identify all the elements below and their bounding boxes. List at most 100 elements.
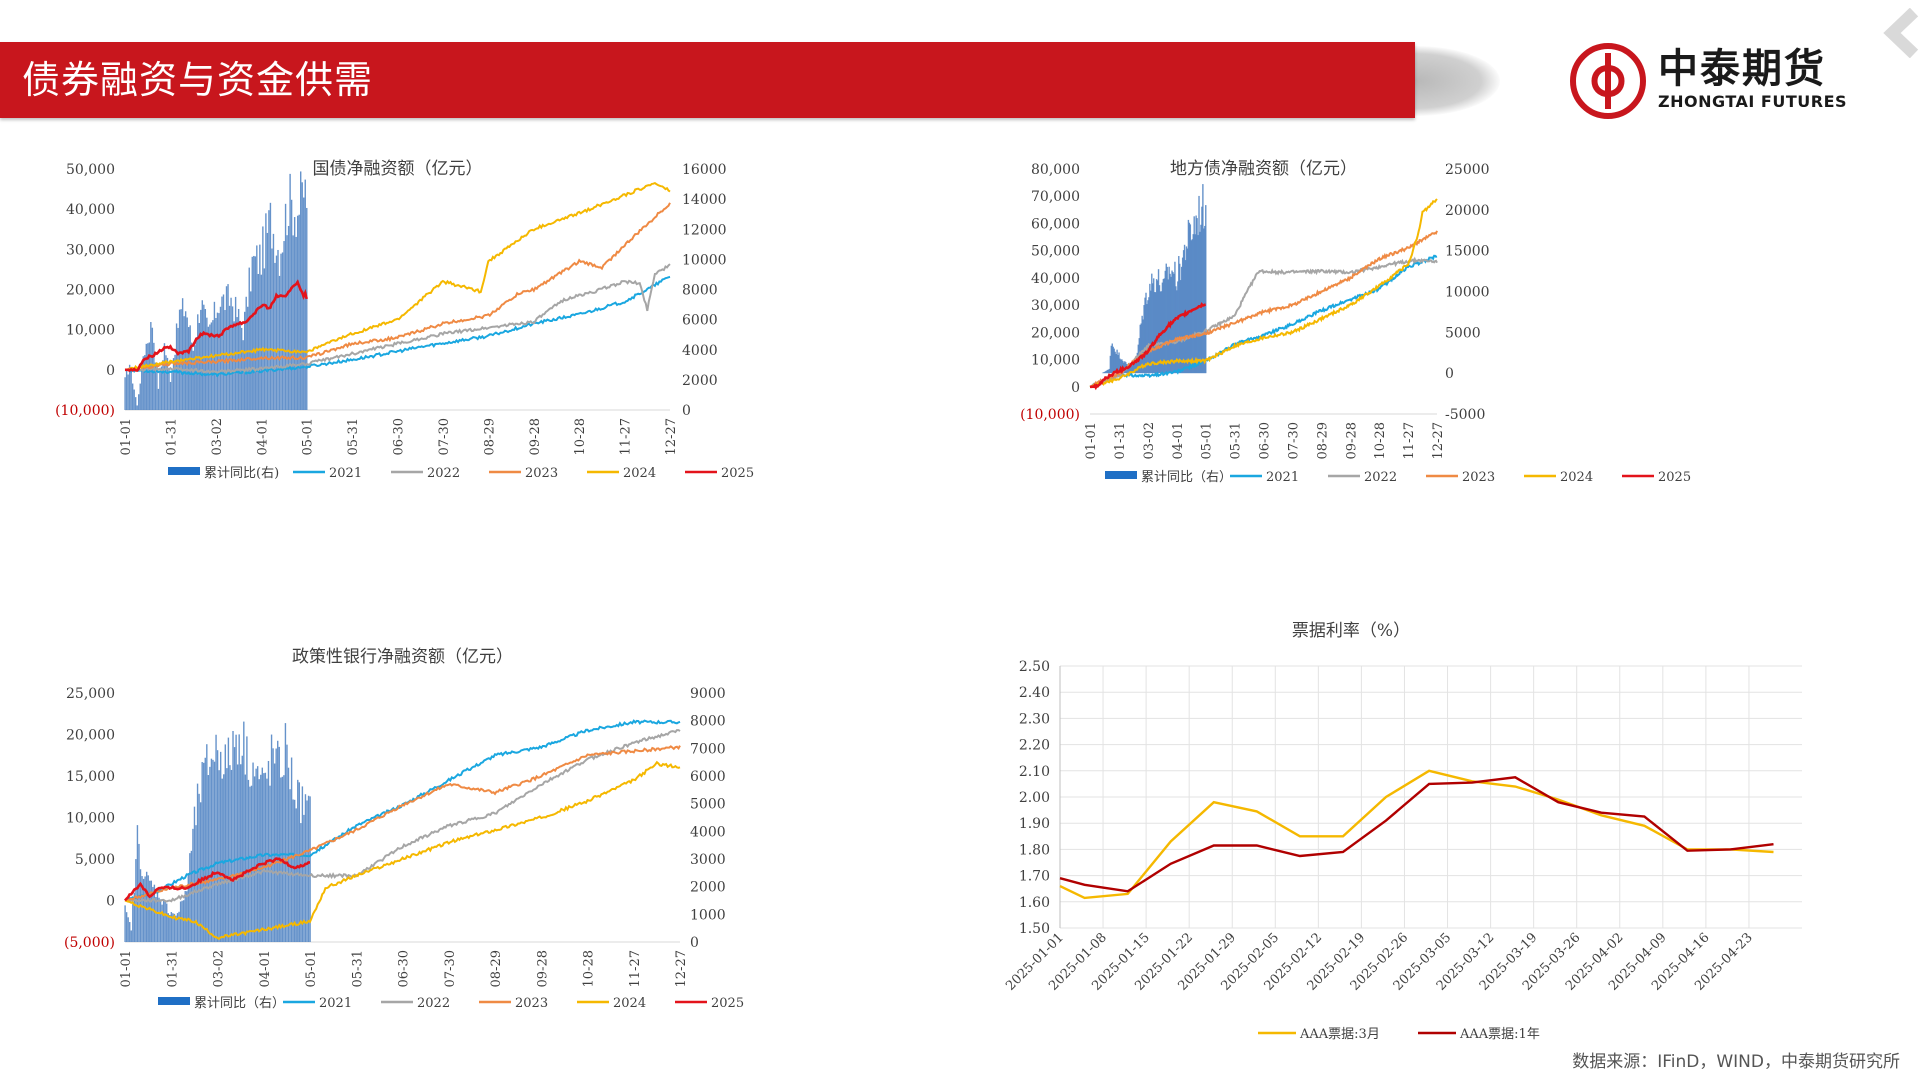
yoy-bar [169,381,172,410]
chevron-left-icon [1883,8,1919,58]
y-tick-label: 1.70 [1019,869,1050,885]
yoy-bar [1150,290,1152,374]
yoy-bar [1192,234,1194,374]
series-line-2024 [124,760,681,941]
yoy-bar [198,322,200,410]
y-left-tick-label: 25,000 [66,686,115,702]
y-tick-label: 1.80 [1019,842,1050,858]
yoy-bar [199,802,202,942]
yoy-bar [1106,369,1109,374]
x-tick-label: 01-31 [1113,422,1128,459]
yoy-bar [160,366,163,410]
x-tick-label: 05-01 [301,418,316,455]
legend-label: 2022 [1364,470,1397,485]
yoy-bar [222,294,225,410]
yoy-bar [150,322,152,410]
yoy-bar [218,770,220,942]
yoy-bar [1205,205,1207,374]
chart-govt-net-financing: 国债净融资额（亿元） (10,000) 0 10,000 20,000 30,000 40,… [55,159,754,481]
legend-label: 2024 [623,466,656,481]
yoy-bar [249,786,251,942]
yoy-bar [266,232,269,410]
yoy-bar [190,850,193,942]
y-tick-label: 1.60 [1019,895,1050,911]
yoy-bar [236,317,238,410]
x-tick-label: 06-30 [1258,422,1273,459]
yoy-bar [257,273,260,410]
yoy-bar [283,241,285,410]
yoy-bar [1203,228,1205,374]
yoy-bar [206,744,208,942]
y-right-tick-label: 7000 [690,741,726,757]
yoy-bar [152,886,154,942]
yoy-bar [1147,300,1149,374]
yoy-bar [124,905,126,942]
y-left-tick-label: 5,000 [75,852,115,868]
yoy-bar [165,355,167,410]
y-tick-label: 2.30 [1019,711,1050,727]
yoy-bar [275,748,277,942]
yoy-bar [1162,279,1165,374]
legend-label: 2024 [1560,470,1593,485]
y-right-tick-label: 4000 [690,824,726,840]
y-right-tick-label: 8000 [682,283,718,299]
yoy-bar [1110,345,1113,374]
y-left-tick-label: 50,000 [66,162,115,178]
yoy-bar [201,762,203,942]
yoy-bar [233,321,235,410]
yoy-bar [216,750,219,942]
yoy-bar [136,825,139,942]
yoy-bar [1129,365,1132,374]
x-tick-label: 10-28 [1373,422,1388,459]
x-tick-label: 07-30 [437,418,452,455]
yoy-bar [1145,292,1147,374]
yoy-bar [1130,365,1133,374]
yoy-bar [133,389,135,410]
yoy-bar [1144,297,1146,374]
legend-label: 2023 [515,996,548,1011]
yoy-bar [215,734,217,942]
yoy-bar [169,914,171,942]
y-left-tick-label: 30,000 [1031,298,1080,314]
yoy-bar [1156,280,1159,374]
yoy-bar [1157,269,1160,374]
series-line-2024 [1089,198,1438,388]
x-tick-label: 03-02 [1142,422,1157,459]
yoy-bar [227,284,229,410]
chart-title: 国债净融资额（亿元） [313,159,483,179]
yoy-bar [187,327,190,410]
y-tick-label: 2.40 [1019,685,1050,701]
x-tick-label: 10-28 [573,418,588,455]
yoy-bar [303,814,305,942]
yoy-bar [1168,266,1170,374]
yoy-bar [154,362,157,410]
yoy-bar [307,795,310,942]
y-right-tick-label: 2000 [690,880,726,896]
yoy-bar [260,274,263,410]
yoy-bar [192,350,194,410]
yoy-bar [171,371,173,410]
x-tick-label: 01-01 [1084,422,1099,459]
yoy-bar [1127,366,1130,374]
yoy-bar [227,737,230,942]
legend-label: 累计同比（右） [1141,470,1232,485]
yoy-bar [210,322,213,410]
yoy-bar [232,731,234,942]
yoy-bar [267,760,270,942]
legend-label: 2023 [1462,470,1495,485]
x-tick-label: 01-31 [164,418,179,455]
yoy-bar [274,262,276,410]
yoy-bar [252,762,254,942]
yoy-bar [187,873,190,942]
chart-local-gov-net-financing: 地方债净融资额（亿元） (10,000) 0 10,000 20,000 30,000 40… [1020,159,1691,485]
yoy-bar [238,734,240,942]
yoy-bar [1202,184,1204,374]
legend-label: AAA票据:1年 [1459,1027,1540,1042]
yoy-bar [156,365,158,410]
yoy-bar [179,901,182,942]
yoy-bar [1176,290,1178,374]
chart-title: 地方债净融资额（亿元） [1170,159,1357,179]
yoy-bars [1101,184,1207,374]
yoy-bar [1132,364,1135,374]
y-left-tick-label: (10,000) [55,403,115,419]
